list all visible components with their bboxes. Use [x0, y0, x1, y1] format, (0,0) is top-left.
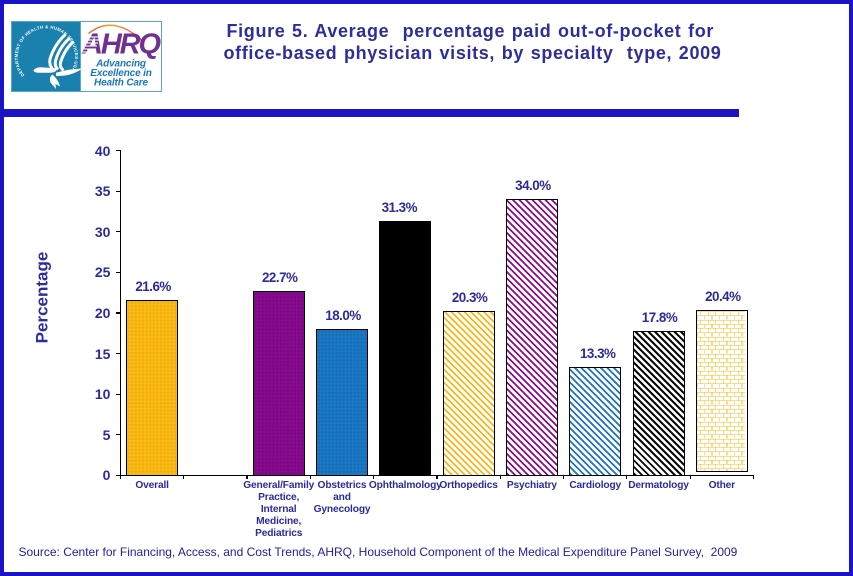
- svg-text:AHRQ: AHRQ: [81, 29, 162, 61]
- svg-text:Health Care: Health Care: [94, 78, 149, 89]
- svg-text:Excellence in: Excellence in: [90, 68, 151, 79]
- svg-text:Advancing: Advancing: [95, 59, 146, 70]
